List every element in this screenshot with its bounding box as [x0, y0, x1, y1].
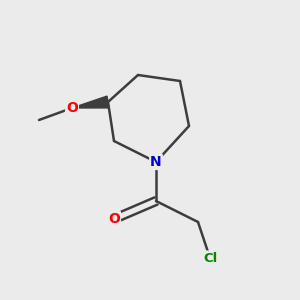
Text: O: O: [108, 212, 120, 226]
Polygon shape: [72, 96, 109, 108]
Text: N: N: [150, 155, 162, 169]
Text: O: O: [66, 101, 78, 115]
Text: Cl: Cl: [203, 251, 217, 265]
